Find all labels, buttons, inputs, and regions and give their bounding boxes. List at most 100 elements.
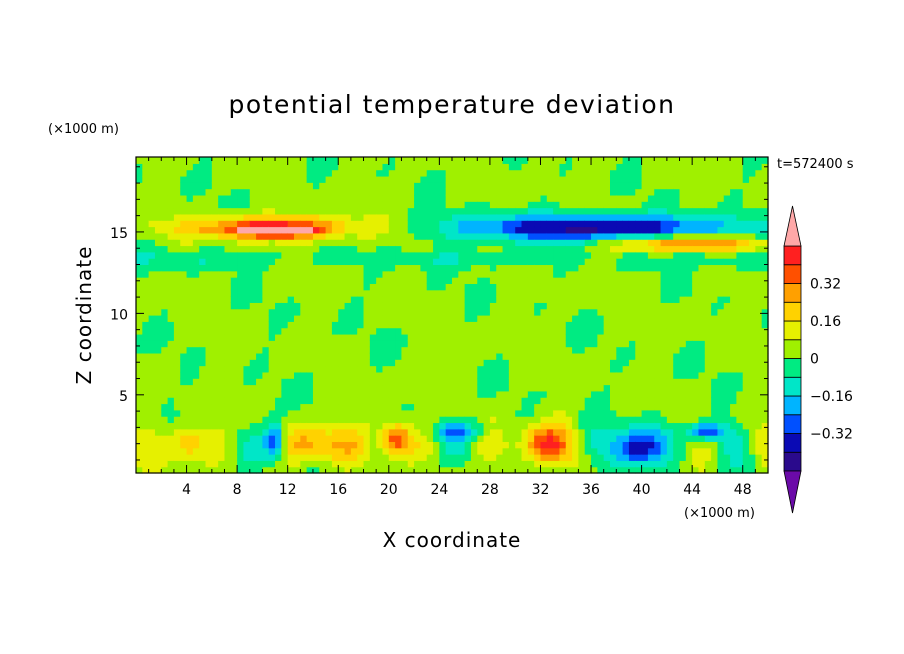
contour-cell <box>591 270 598 278</box>
contour-cell <box>338 359 346 367</box>
contour-cell <box>319 340 327 348</box>
contour-cell <box>445 245 453 253</box>
contour-cell <box>673 239 681 247</box>
contour-cell <box>660 296 668 303</box>
contour-cell <box>559 245 567 253</box>
contour-cell <box>641 302 649 310</box>
contour-cell <box>749 258 756 266</box>
contour-cell <box>300 327 308 335</box>
contour-cell <box>761 390 769 398</box>
contour-cell <box>369 327 377 335</box>
contour-cell <box>597 441 605 449</box>
contour-cell <box>616 378 624 386</box>
contour-cell <box>755 302 763 310</box>
contour-cell <box>142 220 150 228</box>
contour-cell <box>142 194 150 202</box>
contour-cell <box>407 447 415 455</box>
contour-cell <box>136 447 143 455</box>
contour-cell <box>673 251 681 259</box>
contour-cell <box>496 441 504 449</box>
contour-cell <box>211 220 219 228</box>
contour-cell <box>591 435 598 442</box>
contour-cell <box>502 239 510 247</box>
contour-cell <box>685 163 693 171</box>
contour-cell <box>148 441 156 449</box>
contour-cell <box>730 239 737 247</box>
contour-cell <box>761 327 769 335</box>
contour-cell <box>287 346 295 354</box>
contour-cell <box>464 213 472 221</box>
contour-cell <box>610 352 617 360</box>
contour-cell <box>262 333 270 341</box>
contour-cell <box>666 175 674 183</box>
contour-cell <box>496 283 504 291</box>
contour-cell <box>704 169 712 177</box>
contour-cell <box>205 258 213 266</box>
contour-cell <box>154 346 162 354</box>
contour-cell <box>369 315 377 322</box>
contour-cell <box>230 460 238 468</box>
contour-cell <box>401 327 409 335</box>
contour-cell <box>470 384 478 392</box>
contour-cell <box>666 239 674 247</box>
contour-cell <box>660 251 668 259</box>
contour-cell <box>692 277 700 284</box>
contour-cell <box>294 296 301 303</box>
contour-cell <box>470 435 478 442</box>
contour-cell <box>262 352 270 360</box>
contour-cell <box>654 428 662 436</box>
contour-cell <box>161 416 169 424</box>
contour-cell <box>249 435 257 442</box>
contour-cell <box>306 220 314 228</box>
contour-cell <box>388 157 396 164</box>
contour-cell <box>508 321 516 329</box>
contour-cell <box>565 460 573 468</box>
contour-cell <box>325 270 333 278</box>
contour-cell <box>666 447 674 455</box>
contour-cell <box>243 352 251 360</box>
contour-cell <box>692 220 700 228</box>
contour-cell <box>357 264 365 272</box>
contour-cell <box>660 422 668 430</box>
contour-cell <box>173 302 181 310</box>
contour-cell <box>704 333 712 341</box>
contour-cell <box>742 245 750 253</box>
contour-cell <box>464 207 472 215</box>
contour-cell <box>521 232 529 240</box>
contour-cell <box>515 435 523 442</box>
contour-cell <box>730 409 737 417</box>
contour-cell <box>458 207 466 215</box>
contour-cell <box>224 251 232 259</box>
contour-cell <box>331 188 339 196</box>
contour-cell <box>294 333 301 341</box>
contour-cell <box>268 201 276 209</box>
contour-cell <box>723 321 731 329</box>
contour-cell <box>205 182 213 190</box>
contour-cell <box>287 226 295 234</box>
contour-cell <box>142 340 150 348</box>
contour-cell <box>167 378 175 386</box>
contour-cell <box>515 245 523 253</box>
contour-cell <box>363 296 371 303</box>
contour-cell <box>344 157 352 164</box>
contour-cell <box>679 201 687 209</box>
time-label: t=572400 s <box>777 157 854 172</box>
contour-cell <box>136 327 143 335</box>
contour-cell <box>534 397 542 405</box>
contour-cell <box>294 340 301 348</box>
contour-cell <box>395 435 403 442</box>
contour-cell <box>224 441 232 449</box>
contour-cell <box>173 289 181 297</box>
contour-cell <box>647 422 655 430</box>
contour-cell <box>591 220 598 228</box>
contour-cell <box>306 454 314 461</box>
contour-cell <box>344 232 352 240</box>
contour-cell <box>704 409 712 417</box>
contour-cell <box>237 194 245 202</box>
contour-cell <box>154 258 162 266</box>
contour-cell <box>704 466 712 474</box>
contour-cell <box>502 245 510 253</box>
contour-cell <box>521 365 529 373</box>
contour-cell <box>180 289 188 297</box>
contour-cell <box>445 384 453 392</box>
